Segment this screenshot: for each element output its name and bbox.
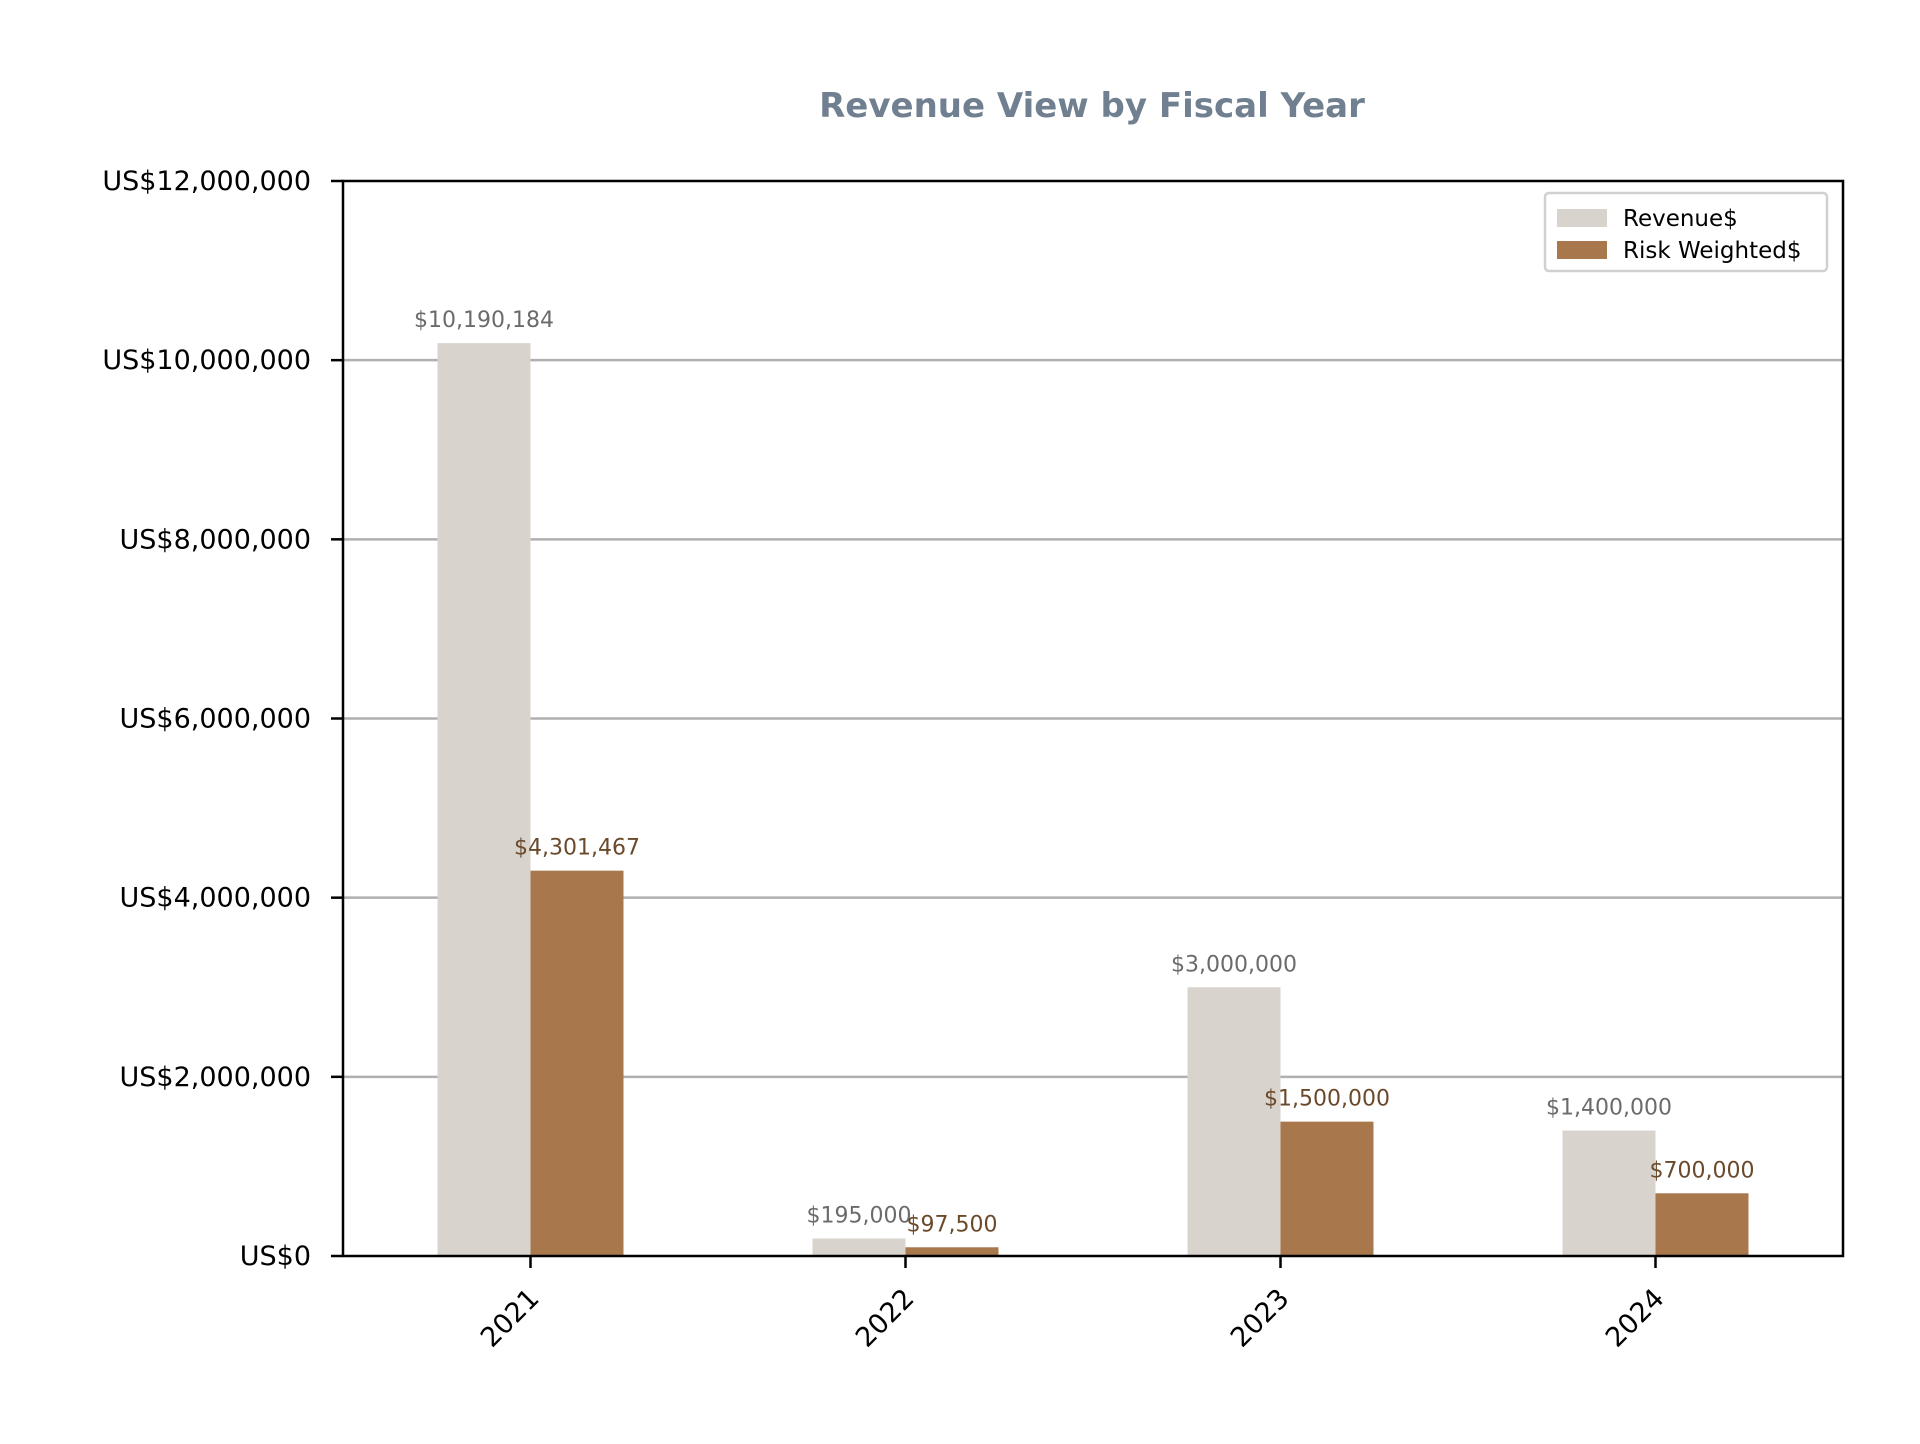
legend-swatch (1557, 209, 1607, 227)
x-tick-label: 2021 (475, 1283, 546, 1354)
bar-risk-weighted--2022 (905, 1247, 999, 1256)
data-label: $195,000 (807, 1204, 912, 1229)
legend-label: Risk Weighted$ (1623, 238, 1802, 264)
x-tick-label: 2024 (1600, 1283, 1671, 1354)
y-tick-label: US$4,000,000 (120, 883, 312, 914)
legend-label: Revenue$ (1623, 206, 1738, 232)
legend-swatch (1557, 241, 1607, 259)
bars (437, 343, 1749, 1256)
y-tick-label: US$8,000,000 (120, 524, 312, 555)
data-label: $3,000,000 (1171, 952, 1297, 977)
chart-title: Revenue View by Fiscal Year (819, 86, 1365, 126)
bar-risk-weighted--2024 (1655, 1193, 1749, 1256)
bar-revenue--2024 (1562, 1130, 1656, 1256)
y-tick-label: US$12,000,000 (102, 166, 311, 197)
legend: Revenue$ Risk Weighted$ (1543, 191, 1829, 273)
y-tick-label: US$0 (240, 1241, 311, 1272)
data-label: $97,500 (907, 1212, 998, 1237)
data-label: $1,500,000 (1264, 1087, 1390, 1112)
y-tick-label: US$10,000,000 (102, 345, 311, 376)
bar-risk-weighted--2021 (530, 870, 624, 1256)
y-tick-label: US$2,000,000 (120, 1062, 312, 1093)
y-tick-label: US$6,000,000 (120, 704, 312, 735)
data-label: $700,000 (1650, 1158, 1755, 1183)
data-labels: $10,190,184 $4,301,467 $195,000$97,500 $3,0… (414, 308, 1754, 1237)
data-label: $10,190,184 (414, 308, 554, 333)
x-tick-label: 2023 (1225, 1283, 1296, 1354)
bar-risk-weighted--2023 (1280, 1121, 1374, 1256)
data-label: $1,400,000 (1546, 1096, 1672, 1121)
bar-revenue--2021 (437, 343, 531, 1256)
data-label: $4,301,467 (514, 836, 640, 861)
bar-revenue--2023 (1187, 987, 1281, 1256)
bar-revenue--2022 (812, 1238, 906, 1256)
x-tick-label: 2022 (850, 1283, 921, 1354)
legend-box (1543, 191, 1829, 273)
